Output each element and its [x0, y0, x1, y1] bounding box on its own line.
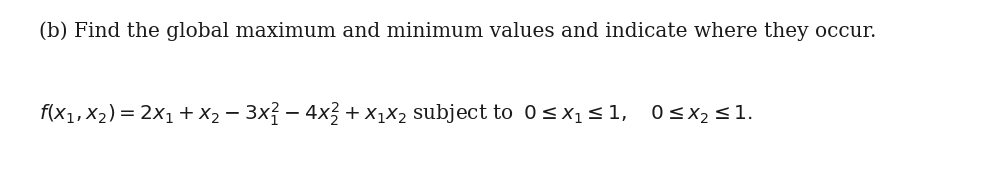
Text: (b) Find the global maximum and minimum values and indicate where they occur.: (b) Find the global maximum and minimum …: [39, 22, 876, 41]
Text: $\mathit{f}(x_1, x_2) = 2x_1 + x_2 - 3x_1^2 - 4x_2^2 + x_1 x_2$$\;\mathregular{s: $\mathit{f}(x_1, x_2) = 2x_1 + x_2 - 3x_…: [39, 101, 752, 128]
